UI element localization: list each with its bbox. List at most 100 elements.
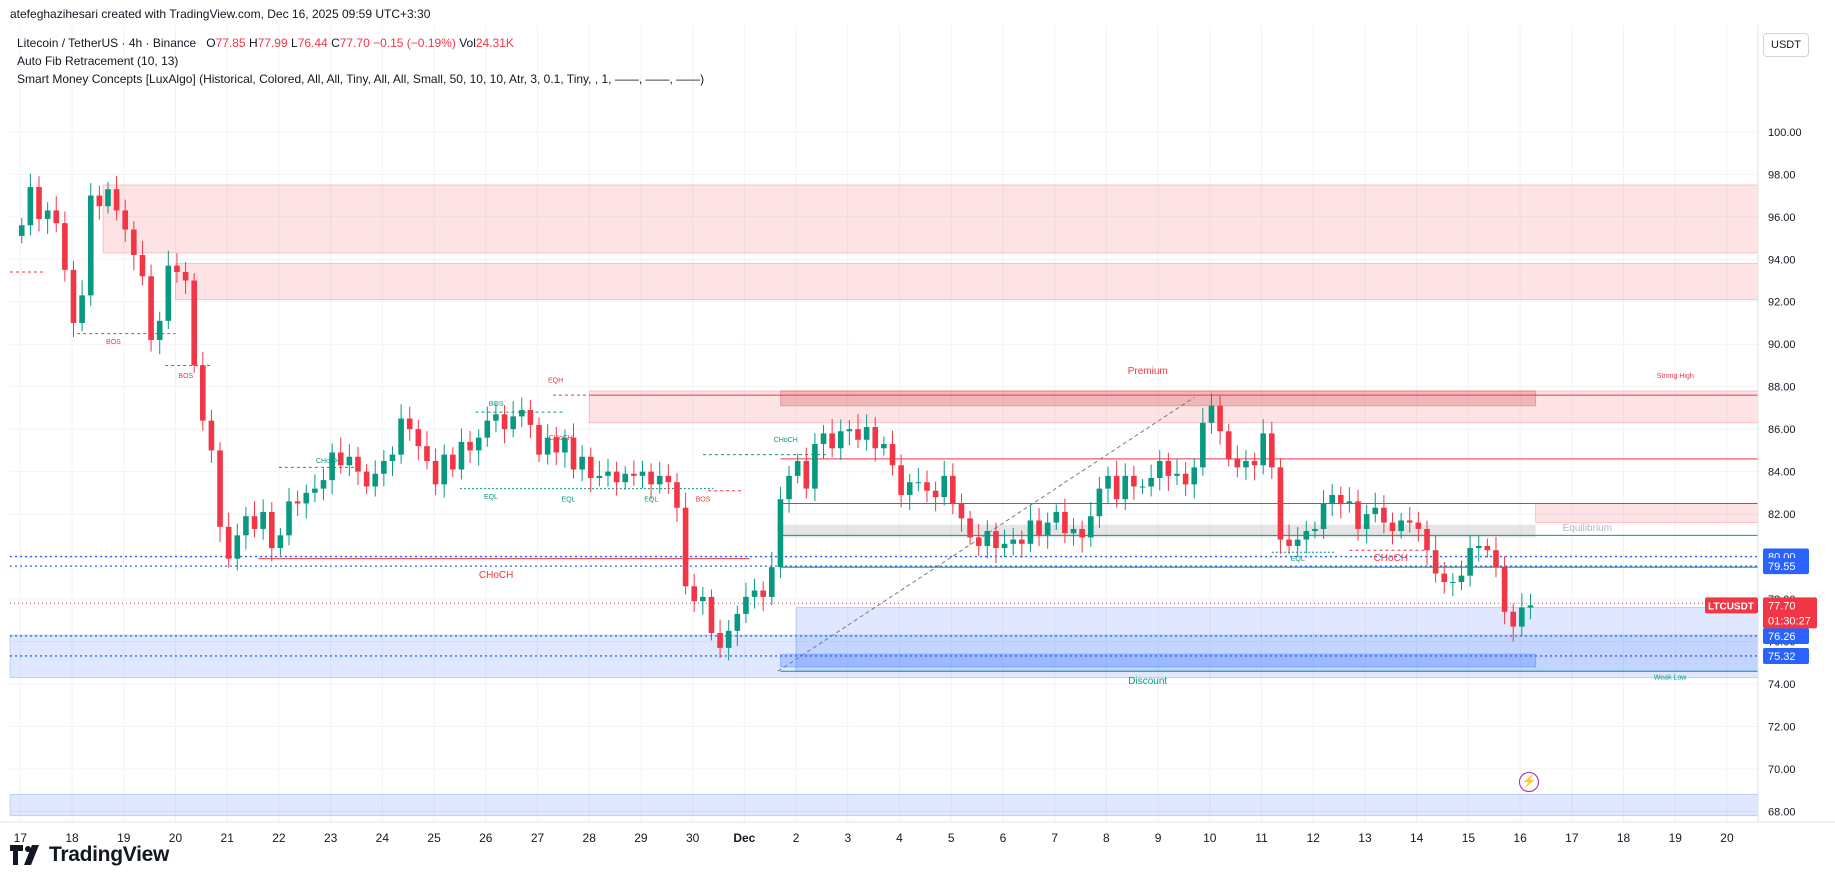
candle-body xyxy=(113,189,120,211)
candle-body xyxy=(1510,611,1517,627)
price-label-box xyxy=(1763,558,1809,575)
candle-body xyxy=(329,452,335,481)
candle-body xyxy=(312,488,318,493)
candle-body xyxy=(131,229,137,256)
candle-body xyxy=(243,516,249,536)
candle-body xyxy=(1260,433,1266,466)
price-axis: 100.00 98.00 96.00 94.00 92.00 90.00 88.00 86.0… xyxy=(1705,25,1817,822)
price-tick-label: 70.00 xyxy=(1768,764,1796,776)
candle-body xyxy=(1398,520,1404,532)
candle-body xyxy=(268,511,275,549)
annotation-label: CHoCH xyxy=(774,437,798,444)
candle-body xyxy=(820,433,827,445)
candle-body xyxy=(527,410,534,425)
annotation-label: CHoCH xyxy=(316,458,340,465)
candle-body xyxy=(389,454,396,461)
candle-body xyxy=(406,418,413,430)
symbol-row[interactable]: Litecoin / TetherUS · 4h · Binance O77.8… xyxy=(17,34,704,52)
candle-body xyxy=(932,490,939,498)
candle-body xyxy=(743,596,749,614)
candle-body xyxy=(579,456,585,470)
candle-body xyxy=(1044,522,1051,536)
currency-button[interactable]: USDT xyxy=(1763,33,1809,57)
candle-body xyxy=(424,446,430,461)
candle-body xyxy=(700,596,706,602)
candle-body xyxy=(924,482,930,491)
candle-body xyxy=(1234,458,1241,468)
indicator-smc[interactable]: Smart Money Concepts [LuxAlgo] (Historic… xyxy=(17,72,705,86)
annotation-label: Strong High xyxy=(1657,373,1694,380)
candle-body xyxy=(1208,405,1215,423)
price-tick-label: 72.00 xyxy=(1768,721,1796,733)
candle-body xyxy=(1406,520,1413,523)
candle-body xyxy=(346,456,353,466)
candle-body xyxy=(1312,528,1318,532)
candle-body xyxy=(1010,539,1016,544)
candle-body xyxy=(1131,475,1137,487)
price-tick-label: 86.00 xyxy=(1768,424,1796,436)
price-label-text: 75.32 xyxy=(1768,651,1796,663)
candle-body xyxy=(234,535,241,559)
candle-body xyxy=(1217,405,1223,432)
flash-icon[interactable]: ⚡ xyxy=(1519,772,1539,792)
candle-body xyxy=(906,482,913,495)
indicator-fib[interactable]: Auto Fib Retracement (10, 13) xyxy=(17,54,179,68)
price-tick-label: 74.00 xyxy=(1768,679,1796,691)
candle-body xyxy=(372,473,379,487)
candle-body xyxy=(1156,461,1163,478)
time-tick-label: 20 xyxy=(169,831,183,845)
candle-body xyxy=(1441,573,1448,583)
open-label: O xyxy=(206,36,216,50)
candle-body xyxy=(1174,473,1180,476)
candle-body xyxy=(441,454,447,485)
annotation-label: CHoCH xyxy=(549,435,573,442)
price-tick-label: 68.00 xyxy=(1768,806,1796,818)
time-tick-label: 3 xyxy=(844,831,851,845)
time-tick-label: 15 xyxy=(1462,831,1476,845)
bottom-zone xyxy=(9,793,1759,817)
annotation-label: Weak Low xyxy=(1654,675,1687,682)
time-tick-label: 5 xyxy=(948,831,955,845)
candle-body xyxy=(1277,467,1284,540)
time-tick-label: 18 xyxy=(65,831,79,845)
tradingview-logo-icon xyxy=(10,845,39,865)
candle-body xyxy=(881,444,887,449)
candle-body xyxy=(1467,548,1473,576)
candle-body xyxy=(570,437,577,470)
candle-body xyxy=(958,503,965,519)
candle-body xyxy=(96,195,103,207)
candle-body xyxy=(941,475,948,498)
candle-body xyxy=(967,518,973,538)
annotation-label: BOS xyxy=(106,339,121,346)
time-tick-label: 21 xyxy=(221,831,235,845)
candle-body xyxy=(501,414,508,430)
candle-body xyxy=(1458,575,1465,583)
candle-body xyxy=(846,429,853,432)
candle-body xyxy=(708,596,715,634)
candle-body xyxy=(363,471,370,487)
time-tick-label: 23 xyxy=(324,831,338,845)
candle-body xyxy=(863,427,870,440)
candle-body xyxy=(1062,511,1068,534)
candle-body xyxy=(1286,539,1292,546)
demand-zone-1 xyxy=(795,607,1759,672)
candle-body xyxy=(381,461,387,474)
candle-body xyxy=(984,531,991,546)
candle-body xyxy=(751,590,758,597)
time-tick-label: 18 xyxy=(1617,831,1631,845)
time-tick-label: 28 xyxy=(583,831,597,845)
annotation-label: EQH xyxy=(548,377,563,384)
candle-body xyxy=(1191,467,1198,485)
candle-body xyxy=(1450,582,1456,584)
price-label-box xyxy=(1763,647,1809,664)
candle-body xyxy=(1329,494,1335,504)
time-tick-label: 26 xyxy=(479,831,493,845)
candle-body xyxy=(450,454,456,470)
fib-trend-line xyxy=(777,396,1195,672)
symbol-name[interactable]: Litecoin / TetherUS · 4h · Binance xyxy=(17,36,197,50)
candle-body xyxy=(605,471,611,476)
candle-body xyxy=(950,475,956,504)
annotation-label: BOS xyxy=(489,401,504,408)
annotation-label: EQL xyxy=(644,496,658,503)
